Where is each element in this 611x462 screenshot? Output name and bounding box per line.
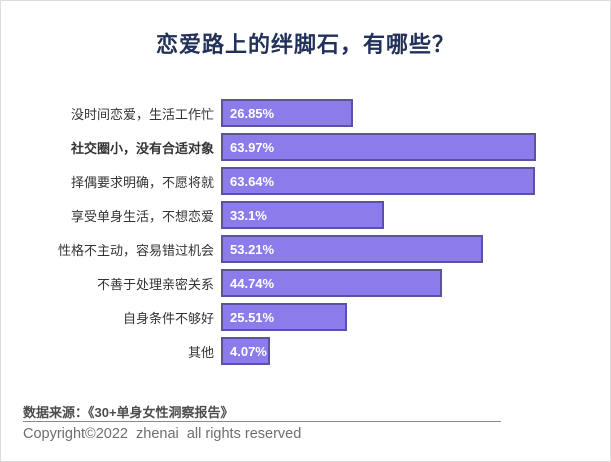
bar: 26.85% (221, 99, 354, 127)
bar: 53.21% (221, 235, 484, 263)
bar-value: 25.51% (230, 309, 275, 325)
bar-value: 4.07% (230, 343, 267, 359)
bar: 25.51% (221, 303, 347, 331)
page-title: 恋爱路上的绊脚石，有哪些？ (155, 32, 455, 57)
bar: 63.97% (221, 133, 537, 161)
chart-row: 自身条件不够好 25.51% (1, 303, 610, 331)
bar-label: 性格不主动，容易错过机会 (57, 242, 214, 258)
footer-divider (23, 421, 501, 422)
bar: 44.74% (221, 269, 442, 297)
bar-label: 其他 (187, 344, 214, 360)
chart-row: 择偶要求明确，不愿将就 63.64% (1, 167, 610, 195)
bar-value: 33.1% (230, 207, 267, 223)
bar: 33.1% (221, 201, 385, 229)
bar-value: 44.74% (230, 275, 275, 291)
bar-value: 63.97% (230, 139, 275, 155)
bar: 4.07% (221, 337, 270, 365)
bar-label: 不善于处理亲密关系 (96, 276, 214, 292)
bar-label: 自身条件不够好 (122, 310, 214, 326)
chart-row: 不善于处理亲密关系 44.74% (1, 269, 610, 297)
bar-label: 择偶要求明确，不愿将就 (70, 174, 214, 190)
bar-label: 社交圈小，没有合适对象 (70, 140, 214, 156)
data-source-note: 数据来源：《30+单身女性洞察报告》 (23, 405, 234, 420)
bar: 63.64% (221, 167, 535, 195)
bar-value: 53.21% (230, 241, 275, 257)
chart-row: 没时间恋爱，生活工作忙 26.85% (1, 99, 610, 127)
chart-row: 性格不主动，容易错过机会 53.21% (1, 235, 610, 263)
chart-row: 其他 4.07% (1, 337, 610, 365)
bar-label: 没时间恋爱，生活工作忙 (70, 106, 214, 122)
chart-row: 社交圈小，没有合适对象 63.97% (1, 133, 610, 161)
bar-value: 63.64% (230, 173, 275, 189)
bar-label: 享受单身生活，不想恋爱 (70, 208, 214, 224)
chart-row: 享受单身生活，不想恋爱 33.1% (1, 201, 610, 229)
bar-chart: 没时间恋爱，生活工作忙 26.85% 社交圈小，没有合适对象 63.97% 择偶要求明确… (1, 99, 610, 365)
bar-value: 26.85% (230, 105, 275, 121)
copyright-text: Copyright©2022 zhenai all rights reserve… (23, 426, 302, 442)
